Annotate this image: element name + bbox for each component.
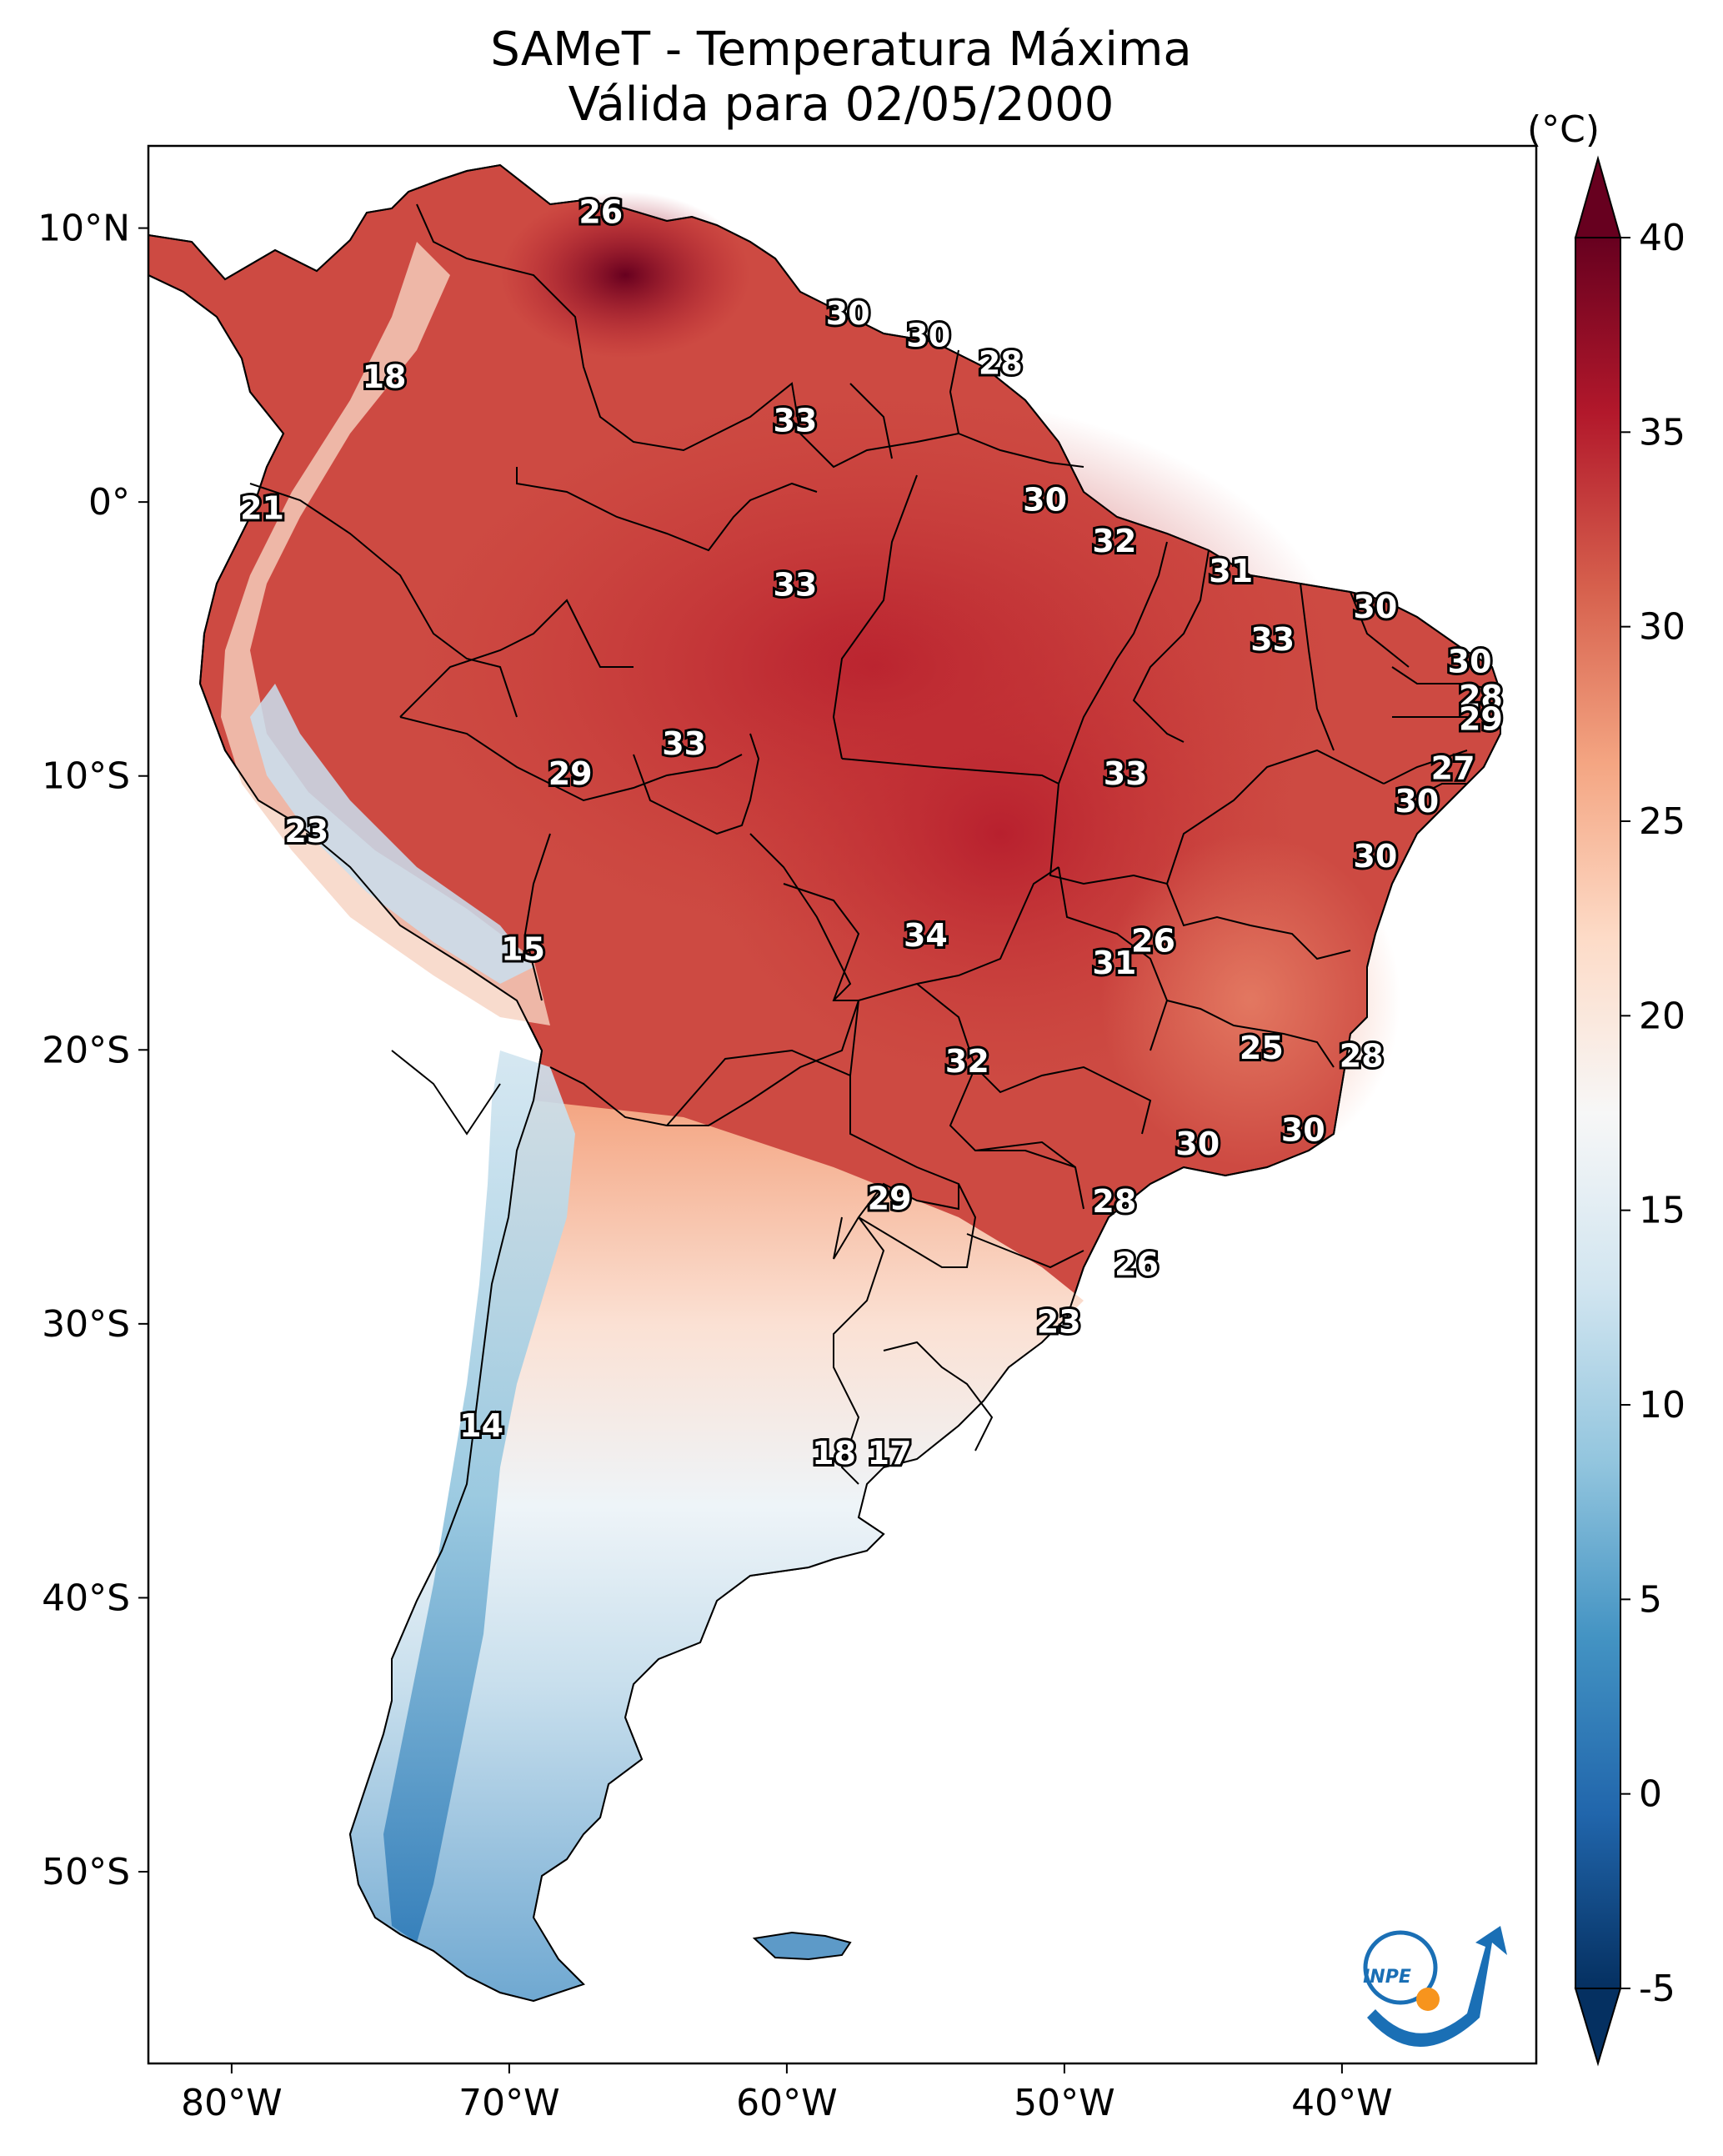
temperature-label: 29 <box>1459 701 1503 738</box>
temperature-label: 15 <box>501 931 545 968</box>
lat-tick-label: 30°S <box>42 1303 130 1346</box>
temperature-label: 34 <box>904 917 948 954</box>
colorbar-max-arrow <box>1574 155 1622 238</box>
temperature-label: 28 <box>1092 1183 1136 1220</box>
temperature-label: 29 <box>868 1181 912 1217</box>
coastline <box>148 163 1501 2003</box>
temperature-label: 18 <box>363 358 407 395</box>
colorbar-tick-label: -5 <box>1639 1968 1675 2010</box>
country-borders <box>249 203 1501 1485</box>
lat-tick-label: 50°S <box>42 1851 130 1893</box>
temperature-label: 32 <box>945 1043 989 1080</box>
axis-ticks: 80°W 70°W 60°W 50°W 40°W 10°N 0° 10°S 20°S 30°S 40… <box>38 208 1393 2124</box>
temperature-label: 30 <box>1281 1111 1325 1148</box>
map-subtitle: Válida para 02/05/2000 <box>568 78 1114 132</box>
lat-tick-label: 10°N <box>38 208 130 250</box>
temperature-label: 26 <box>1131 923 1175 960</box>
temperature-label: 30 <box>906 318 950 354</box>
colorbar-tick-label: 10 <box>1639 1384 1685 1426</box>
andes-cold-band <box>383 1050 575 1943</box>
southeast-highlands-zone <box>1100 834 1400 1167</box>
lat-tick-label: 0° <box>88 481 130 524</box>
lon-tick-label: 80°W <box>181 2082 283 2124</box>
colorbar-tick-label: 0 <box>1639 1773 1662 1816</box>
temperature-label: 30 <box>1448 644 1492 680</box>
lat-tick-label: 20°S <box>42 1029 130 1071</box>
temperature-label: 27 <box>1431 750 1475 787</box>
colorbar-ticks: 40 35 30 25 20 15 10 5 0 -5 <box>1620 217 1685 2010</box>
lon-tick-label: 50°W <box>1014 2082 1115 2124</box>
temperature-label: 23 <box>1037 1303 1081 1340</box>
temperature-label: 28 <box>1459 679 1503 715</box>
peru-coast-cold-band <box>250 684 533 984</box>
colorbar-tick-label: 30 <box>1639 606 1685 649</box>
temperature-label: 26 <box>1114 1246 1159 1282</box>
venezuela-hot-spot <box>500 192 750 358</box>
temperature-label: 33 <box>1104 755 1148 792</box>
temperature-label: 17 <box>868 1435 912 1472</box>
temperature-label: 21 <box>240 490 284 527</box>
colorbar-tick-label: 15 <box>1639 1190 1685 1232</box>
colorbar-unit: (°C) <box>1527 108 1600 151</box>
temperature-label: 32 <box>1092 523 1136 559</box>
colorbar: 40 35 30 25 20 15 10 5 0 -5 <box>1574 155 1685 2067</box>
lat-tick-label: 40°S <box>42 1577 130 1619</box>
temperature-label: 29 <box>548 755 593 792</box>
inpe-logo: INPE <box>1363 1926 1507 2047</box>
temperature-label: 33 <box>662 725 706 762</box>
colorbar-min-arrow <box>1574 1988 1622 2067</box>
colorbar-scale <box>1575 237 1621 1989</box>
lon-tick-label: 70°W <box>458 2082 560 2124</box>
lon-tick-label: 60°W <box>736 2082 838 2124</box>
temperature-label: 23 <box>284 813 328 850</box>
colorbar-tick-label: 25 <box>1639 800 1685 843</box>
temperature-label: 30 <box>1353 589 1397 625</box>
temperature-label: 31 <box>1209 553 1253 589</box>
colorbar-tick-label: 20 <box>1639 995 1685 1037</box>
falkland-islands <box>752 1931 852 1961</box>
temperature-label: 25 <box>1240 1030 1284 1066</box>
temperature-label: 31 <box>1092 945 1136 981</box>
temperature-label: 28 <box>1340 1038 1384 1075</box>
temperature-label: 26 <box>579 194 623 231</box>
temperature-label: 33 <box>773 402 817 439</box>
temperature-label: 33 <box>773 567 817 604</box>
temperature-label: 30 <box>1023 482 1067 519</box>
temperature-label: 14 <box>459 1407 503 1444</box>
north-andes-cool-band <box>221 242 550 1025</box>
temperature-label: 30 <box>826 295 870 332</box>
temperature-label: 30 <box>1353 838 1397 875</box>
temperature-label: 18 <box>812 1435 856 1472</box>
colorbar-tick-label: 5 <box>1639 1578 1662 1621</box>
colorbar-tick-label: 40 <box>1639 217 1685 259</box>
temperature-label: 33 <box>1250 621 1295 658</box>
colorbar-tick-label: 35 <box>1639 411 1685 454</box>
lat-tick-label: 10°S <box>42 755 130 798</box>
temperature-label: 28 <box>979 344 1023 381</box>
inpe-logo-text: INPE <box>1363 1967 1411 1988</box>
temperature-label: 30 <box>1175 1126 1220 1162</box>
map-frame <box>147 144 1538 2065</box>
map-title: SAMeT - Temperatura Máxima <box>490 23 1192 77</box>
lon-tick-label: 40°W <box>1291 2082 1393 2124</box>
temperature-label: 30 <box>1395 783 1439 820</box>
